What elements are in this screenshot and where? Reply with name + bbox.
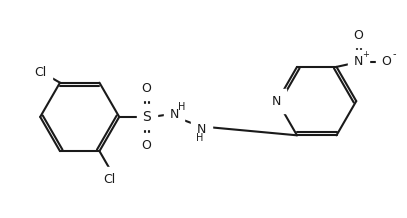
Text: O: O bbox=[142, 82, 151, 95]
Text: N: N bbox=[354, 55, 363, 68]
Text: +: + bbox=[363, 50, 370, 59]
Text: O: O bbox=[354, 29, 363, 42]
Text: H: H bbox=[178, 102, 185, 112]
Text: N: N bbox=[197, 123, 206, 136]
Text: Cl: Cl bbox=[103, 173, 116, 186]
Text: H: H bbox=[196, 133, 204, 143]
Text: S: S bbox=[142, 110, 151, 124]
Text: O: O bbox=[381, 55, 391, 68]
Text: -: - bbox=[393, 49, 396, 59]
Text: N: N bbox=[271, 95, 281, 108]
Text: Cl: Cl bbox=[34, 66, 46, 79]
Text: O: O bbox=[142, 139, 151, 152]
Text: N: N bbox=[169, 108, 179, 121]
